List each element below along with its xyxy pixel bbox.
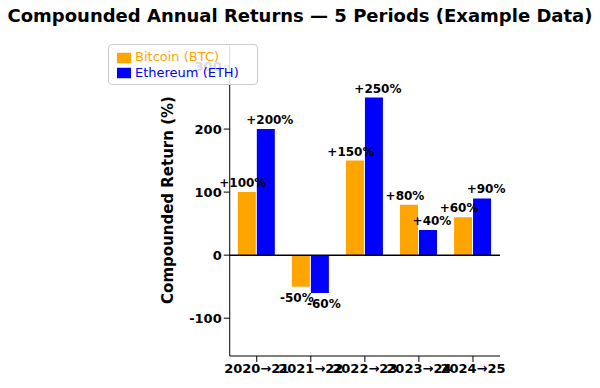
svg-text:+250%: +250% (354, 82, 401, 96)
svg-text:-100: -100 (189, 311, 222, 326)
svg-text:Compounded Return (%): Compounded Return (%) (159, 96, 177, 304)
svg-text:-60%: -60% (307, 297, 341, 311)
svg-text:+100%: +100% (219, 176, 266, 190)
svg-text:100: 100 (195, 185, 222, 200)
svg-text:300: 300 (195, 59, 222, 74)
svg-text:+90%: +90% (467, 182, 506, 196)
svg-text:+40%: +40% (413, 214, 452, 228)
svg-text:+150%: +150% (327, 145, 374, 159)
svg-text:+200%: +200% (246, 113, 293, 127)
svg-text:+80%: +80% (386, 189, 425, 203)
svg-text:200: 200 (195, 122, 222, 137)
svg-text:2024→25: 2024→25 (440, 361, 505, 376)
svg-text:0: 0 (213, 248, 222, 263)
